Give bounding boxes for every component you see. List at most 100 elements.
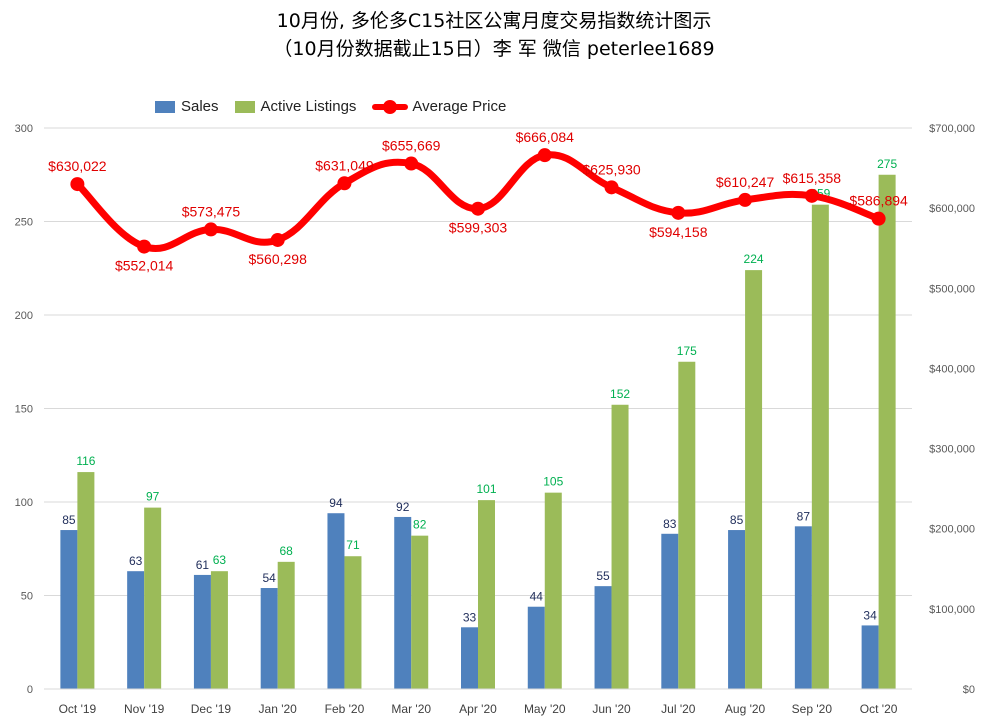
bar-label-sales: 34 <box>863 608 877 622</box>
bar-label-sales: 83 <box>663 517 677 531</box>
legend-swatch-sales <box>155 100 175 113</box>
bar-label-active-listings: 116 <box>76 454 95 468</box>
bar-active-listings <box>277 561 295 689</box>
price-label: $599,303 <box>449 220 508 236</box>
legend: Sales Active Listings Average Price <box>155 98 522 115</box>
price-point <box>404 156 419 171</box>
y-tick-label: 50 <box>21 591 33 603</box>
price-point <box>203 222 218 237</box>
bar-active-listings <box>344 556 362 689</box>
bar-label-active-listings: 71 <box>346 538 360 552</box>
legend-item-active-listings: Active Listings <box>234 98 357 115</box>
price-label: $666,084 <box>516 129 575 145</box>
y2-tick-label: $300,000 <box>929 444 975 456</box>
bar-sales <box>728 530 746 689</box>
x-tick-label: Feb '20 <box>325 702 365 716</box>
bar-sales <box>661 533 679 689</box>
legend-swatch-average-price <box>372 99 409 114</box>
bar-label-sales: 87 <box>797 509 811 523</box>
bar-sales <box>461 627 478 689</box>
y2-tick-label: $0 <box>963 684 975 696</box>
bar-active-listings <box>144 507 162 689</box>
price-point <box>871 211 886 226</box>
x-tick-label: Jun '20 <box>592 702 631 716</box>
legend-swatch-active-listings <box>234 100 255 113</box>
price-point <box>604 180 619 195</box>
bar-active-listings <box>210 571 228 689</box>
bar-label-active-listings: 101 <box>476 482 496 496</box>
legend-label-average-price: Average Price <box>412 98 507 115</box>
bar-active-listings <box>544 492 562 689</box>
price-point <box>738 192 753 207</box>
bar-sales <box>394 516 412 689</box>
bar-sales <box>60 530 78 689</box>
bar-label-active-listings: 68 <box>280 544 294 558</box>
bar-label-active-listings: 63 <box>213 553 227 567</box>
bar-label-sales: 44 <box>530 590 544 604</box>
bar-active-listings <box>745 270 763 689</box>
bar-label-sales: 92 <box>396 500 410 514</box>
bar-active-listings <box>478 500 495 689</box>
legend-label-active-listings: Active Listings <box>260 98 357 115</box>
bar-label-active-listings: 152 <box>610 387 630 401</box>
price-point <box>337 176 352 191</box>
x-tick-label: Apr '20 <box>459 702 497 716</box>
bar-label-sales: 61 <box>196 558 210 572</box>
bar-label-sales: 85 <box>62 513 76 527</box>
bar-label-sales: 33 <box>463 610 477 624</box>
bar-sales <box>594 586 612 689</box>
price-label: $630,022 <box>48 158 107 174</box>
bar-label-active-listings: 224 <box>744 252 764 266</box>
bar-label-active-listings: 105 <box>543 475 563 489</box>
price-labels: $630,022 $552,014 $573,475 $560,298 $631,049… <box>48 129 908 273</box>
y-tick-label: 200 <box>15 310 33 322</box>
legend-item-sales: Sales <box>155 98 219 115</box>
y-axis-left: 0 50 100 150 200 250 300 <box>15 123 33 696</box>
legend-item-average-price: Average Price <box>372 98 506 115</box>
bar-active-listings <box>411 535 429 689</box>
price-label: $560,298 <box>248 251 307 267</box>
y2-tick-label: $400,000 <box>929 363 975 375</box>
price-point <box>671 205 686 220</box>
y2-tick-label: $500,000 <box>929 283 975 295</box>
y-tick-label: 100 <box>15 497 33 509</box>
y2-tick-label: $100,000 <box>929 604 975 616</box>
price-label: $631,049 <box>315 157 374 173</box>
y-tick-label: 150 <box>15 404 33 416</box>
bars <box>60 174 896 690</box>
bar-active-listings <box>678 361 696 689</box>
bar-label-sales: 94 <box>329 496 343 510</box>
x-tick-label: May '20 <box>524 702 566 716</box>
price-point <box>270 232 285 247</box>
price-point <box>70 177 85 192</box>
chart-title: 10月份, 多伦多C15社区公寓月度交易指数统计图示 <box>276 10 712 32</box>
price-point <box>537 148 552 163</box>
price-label: $586,894 <box>849 193 908 209</box>
y-tick-label: 0 <box>27 684 33 696</box>
bar-label-active-listings: 97 <box>146 490 160 504</box>
bar-sales <box>794 526 812 689</box>
price-label: $573,475 <box>182 203 241 219</box>
y-axis-right: $0 $100,000 $200,000 $300,000 $400,000 $500,0… <box>929 123 975 696</box>
bar-sales <box>527 606 545 689</box>
x-tick-label: Sep '20 <box>792 702 833 716</box>
y2-tick-label: $700,000 <box>929 123 975 135</box>
price-label: $615,358 <box>783 170 842 186</box>
price-point <box>804 188 819 203</box>
x-tick-label: Mar '20 <box>391 702 431 716</box>
x-tick-label: Oct '19 <box>59 702 97 716</box>
price-label: $610,247 <box>716 174 775 190</box>
legend-label-sales: Sales <box>181 98 219 115</box>
bar-label-active-listings: 275 <box>877 157 897 171</box>
bar-active-listings <box>878 174 896 689</box>
bar-sales <box>193 574 211 689</box>
price-label: $655,669 <box>382 138 441 154</box>
bar-sales <box>861 625 879 689</box>
x-tick-label: Oct '20 <box>860 702 898 716</box>
bar-label-active-listings: 82 <box>413 518 427 532</box>
x-axis: Oct '19 Nov '19 Dec '19 Jan '20 Feb '20 Mar '… <box>44 688 912 716</box>
x-tick-label: Aug '20 <box>725 702 766 716</box>
bar-active-listings <box>77 472 95 689</box>
price-label: $625,930 <box>582 161 641 177</box>
price-label: $594,158 <box>649 224 708 240</box>
